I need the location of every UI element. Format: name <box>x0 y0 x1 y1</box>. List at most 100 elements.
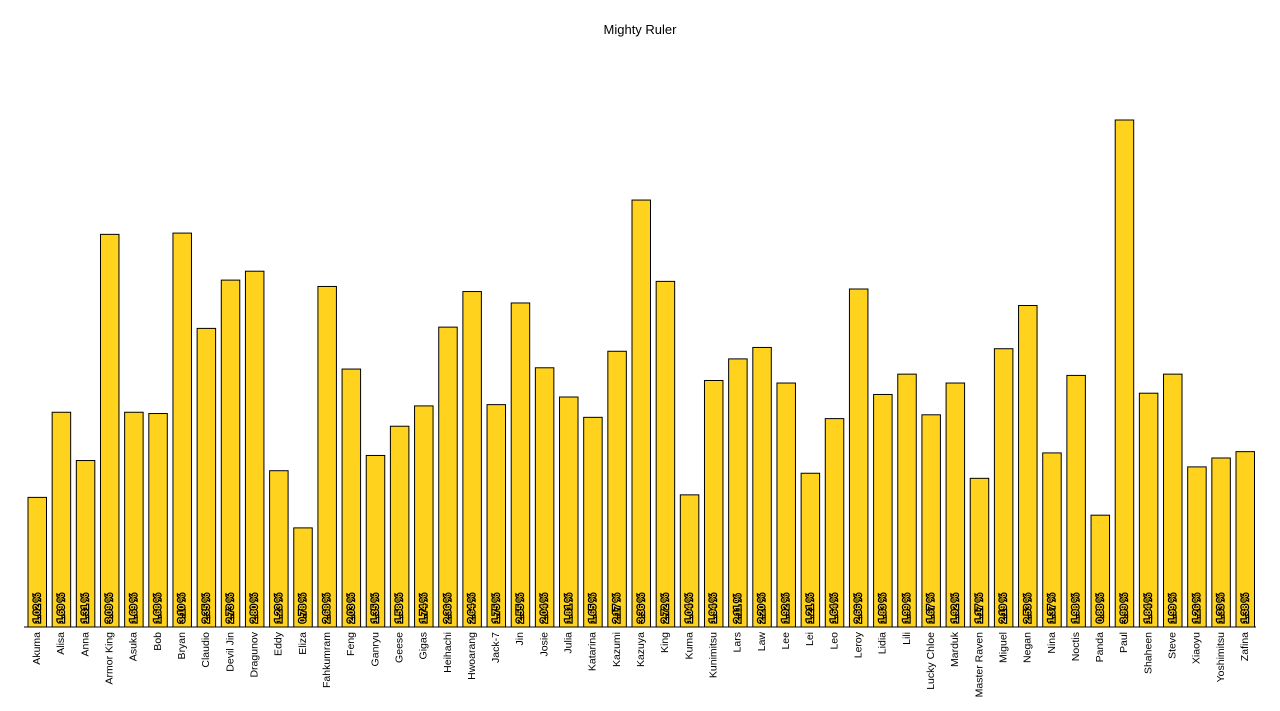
bar-lee <box>776 382 796 628</box>
bar-feng <box>341 368 362 628</box>
bar-value-label: 1.68 % <box>153 593 164 623</box>
x-tick-label: Kazumi <box>611 632 623 667</box>
bar-value-label: 2.36 % <box>442 593 453 623</box>
bar-value-label: 1.17 % <box>974 593 985 623</box>
bar-devil-jin <box>220 279 241 628</box>
bar-marduk <box>945 382 966 628</box>
bar-shaheen <box>1138 392 1159 628</box>
x-tick-label: Bryan <box>176 632 188 660</box>
bar-value-label: 2.35 % <box>201 593 212 623</box>
bar-lars <box>728 358 748 628</box>
bar-value-label: 1.38 % <box>1240 593 1251 623</box>
bar-value-label: 1.98 % <box>1071 593 1082 623</box>
bar-value-label: 0.88 % <box>1095 593 1106 623</box>
x-tick-label: Kuma <box>683 632 695 660</box>
bar-value-label: 1.23 % <box>273 593 284 623</box>
x-tick-label: Lars <box>732 632 744 652</box>
bar-value-label: 2.64 % <box>467 593 478 623</box>
bar-value-label: 1.81 % <box>563 593 574 623</box>
bar-bryan <box>172 232 192 628</box>
bar-value-label: 3.10 % <box>177 593 188 623</box>
bar-value-label: 1.02 % <box>32 593 43 623</box>
bars-group: 1.02 % 1.69 % 1.31 % 3.09 % 1.69 % 1.68 % 3.10… <box>27 119 1255 628</box>
x-tick-label: Leo <box>828 632 840 650</box>
x-tick-label: Hwoarang <box>466 632 478 680</box>
x-tick-label: Jin <box>514 632 526 646</box>
x-tick-label: Geese <box>393 632 405 663</box>
x-tick-label: Katarina <box>587 632 599 671</box>
x-tick-label: Claudio <box>200 632 212 668</box>
bar-lili <box>897 373 917 628</box>
x-tick-label: Lucky Chloe <box>925 632 937 690</box>
bar-value-label: 1.64 % <box>829 593 840 623</box>
bar-value-label: 1.74 % <box>418 593 429 623</box>
x-tick-label: Kazuya <box>635 632 647 667</box>
bar-value-label: 2.19 % <box>998 593 1009 623</box>
bar-value-label: 1.99 % <box>902 593 913 623</box>
x-tick-label: Bob <box>152 632 164 651</box>
bar-law <box>752 346 772 628</box>
bar-value-label: 1.04 % <box>684 593 695 623</box>
x-tick-label: Nina <box>1046 632 1058 654</box>
x-tick-label: Leroy <box>852 631 864 658</box>
bar-armor-king <box>99 233 120 628</box>
x-tick-label: Noctis <box>1070 632 1082 661</box>
x-tick-label: Marduk <box>949 631 961 667</box>
bar-value-label: 1.84 % <box>1143 593 1154 623</box>
bar-kazumi <box>607 350 627 628</box>
bar-value-label: 2.80 % <box>249 593 260 623</box>
bar-claudio <box>196 327 217 628</box>
x-tick-label: Armor King <box>104 632 116 685</box>
x-tick-label: Law <box>756 632 768 652</box>
x-tick-label: Lee <box>780 632 792 650</box>
bar-value-label: 1.33 % <box>1216 593 1227 623</box>
x-tick-label: Josie <box>538 632 550 657</box>
bar-lidia <box>873 393 893 628</box>
bar-value-label: 2.20 % <box>757 593 768 623</box>
x-tick-label: Miguel <box>997 632 1009 663</box>
bar-negan <box>1018 305 1038 628</box>
x-tick-label: Lili <box>901 632 913 645</box>
bar-value-label: 1.67 % <box>926 593 937 623</box>
x-tick-label: Lei <box>804 632 816 646</box>
bar-value-label: 1.31 % <box>80 593 91 623</box>
bar-value-label: 1.21 % <box>805 593 816 623</box>
bar-value-label: 0.78 % <box>298 593 309 623</box>
x-tick-label: Fahkumram <box>321 632 333 688</box>
bar-value-label: 1.37 % <box>1046 593 1057 623</box>
bar-heihachi <box>438 326 458 628</box>
bar-value-label: 1.65 % <box>587 593 598 623</box>
bar-value-label: 2.68 % <box>322 593 333 623</box>
bar-kazuya <box>631 199 651 628</box>
x-tick-labels: Akuma Alisa Anna Armor King Asuka Bob Bryan Cla… <box>31 631 1251 697</box>
x-tick-label: Alisa <box>55 632 67 655</box>
bar-noctis <box>1066 374 1086 628</box>
bar-value-label: 1.69 % <box>56 593 67 623</box>
bar-value-label: 2.03 % <box>346 593 357 623</box>
bar-dragunov <box>244 270 265 628</box>
x-tick-label: Panda <box>1094 632 1106 663</box>
x-tick-label: Master Raven <box>973 632 985 698</box>
bar-value-label: 2.04 % <box>539 593 550 623</box>
x-tick-label: Negan <box>1022 632 1034 663</box>
bar-value-label: 1.35 % <box>370 593 381 623</box>
bar-jin <box>510 302 531 628</box>
x-tick-label: Akuma <box>31 632 43 665</box>
bar-value-label: 2.17 % <box>612 593 623 623</box>
bar-value-label: 2.11 % <box>732 593 743 623</box>
bar-miguel <box>993 348 1014 628</box>
x-tick-label: Julia <box>563 632 575 654</box>
x-tick-label: Lidia <box>877 632 889 654</box>
x-tick-label: Shaheen <box>1142 632 1154 674</box>
bar-value-label: 2.72 % <box>660 593 671 623</box>
x-tick-label: Heihachi <box>442 632 454 673</box>
x-tick-label: Yoshimitsu <box>1215 632 1227 683</box>
bar-value-label: 2.66 % <box>853 593 864 623</box>
x-tick-label: Kunimitsu <box>708 632 720 678</box>
bar-value-label: 1.58 % <box>394 593 405 623</box>
bar-fahkumram <box>317 285 337 628</box>
bar-value-label: 1.75 % <box>491 593 502 623</box>
bar-value-label: 1.94 % <box>708 593 719 623</box>
x-tick-label: Dragunov <box>248 631 260 677</box>
